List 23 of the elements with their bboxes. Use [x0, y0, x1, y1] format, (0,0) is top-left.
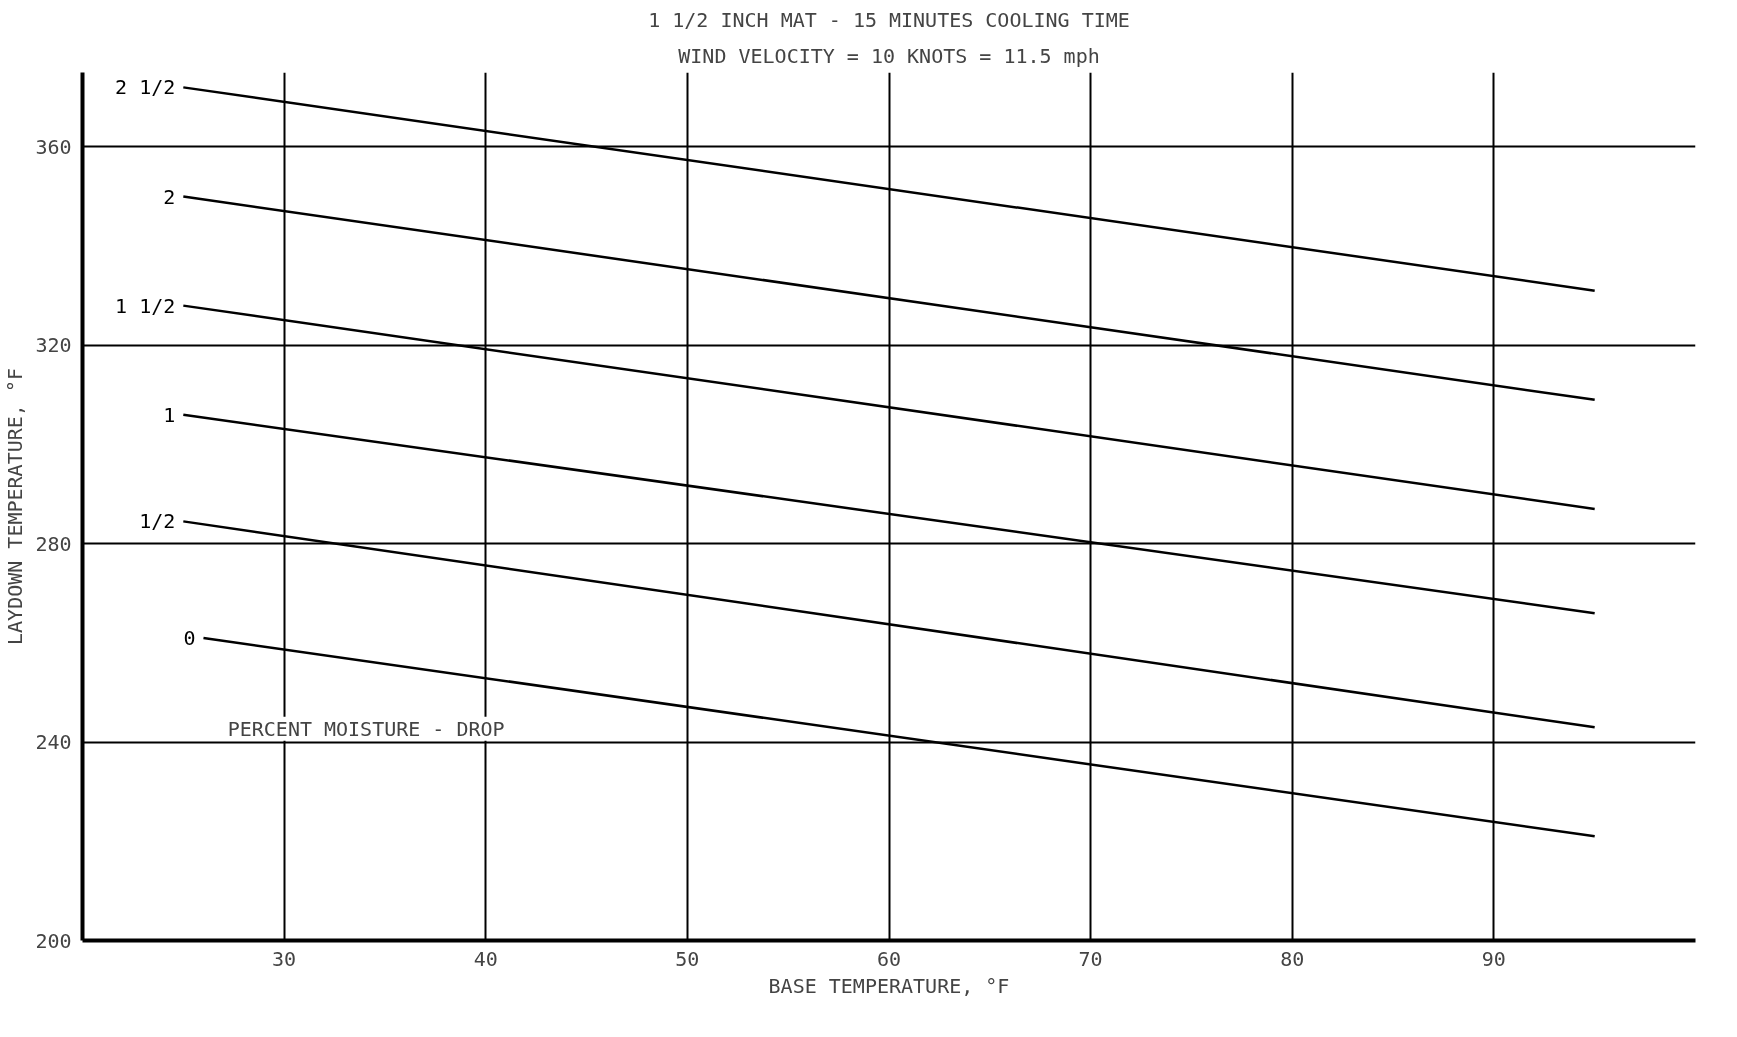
x-axis-title: BASE TEMPERATURE, °F: [768, 973, 1010, 998]
x-tick-label: 90: [1481, 946, 1506, 971]
x-tick-label: 50: [675, 946, 700, 971]
series-label: 1: [163, 402, 176, 427]
y-tick-label: 360: [35, 134, 72, 159]
chart-title: 1 1/2 INCH MAT - 15 MINUTES COOLING TIME: [648, 7, 1130, 32]
chart-subtitle: WIND VELOCITY = 10 KNOTS = 11.5 mph: [678, 43, 1100, 68]
x-tick-label: 40: [473, 946, 498, 971]
y-tick-label: 240: [35, 730, 72, 755]
x-tick-label: 30: [272, 946, 297, 971]
y-tick-label: 280: [35, 531, 72, 556]
series-label: 0: [183, 625, 196, 650]
annotation: PERCENT MOISTURE - DROP: [227, 716, 505, 741]
series-label: 2: [163, 184, 176, 209]
x-tick-label: 60: [876, 946, 902, 971]
y-axis-title: LAYDOWN TEMPERATURE, °F: [3, 368, 28, 645]
series-label: 1/2: [139, 509, 176, 534]
y-tick-label: 320: [35, 333, 72, 358]
series-label: 1 1/2: [115, 293, 176, 318]
x-tick-label: 70: [1078, 946, 1103, 971]
x-tick-label: 80: [1280, 946, 1305, 971]
series-label: 2 1/2: [115, 75, 176, 100]
y-tick-label: 200: [35, 928, 72, 953]
